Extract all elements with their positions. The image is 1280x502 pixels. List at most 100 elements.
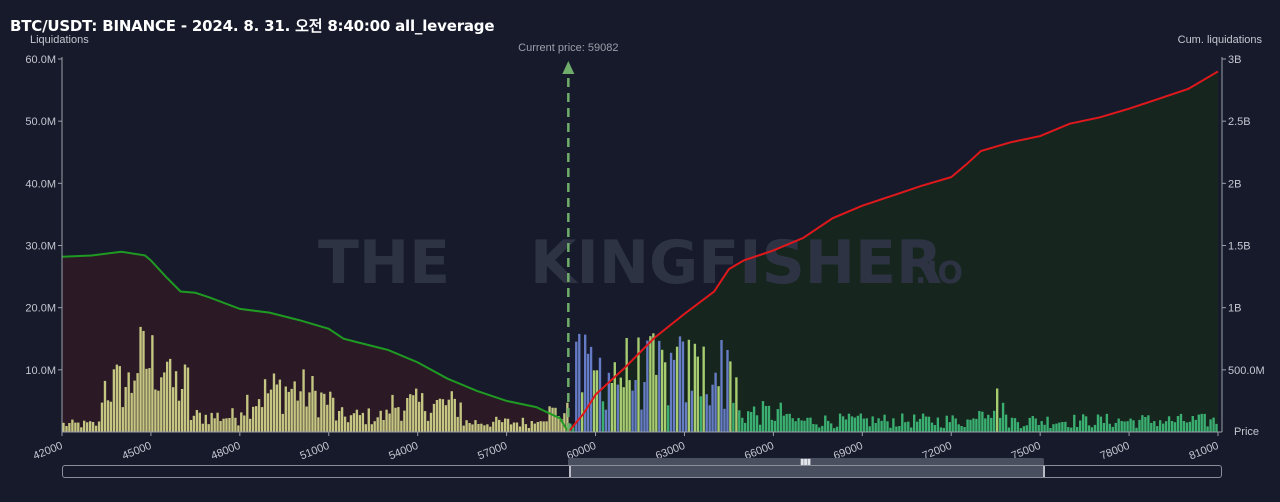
liquidation-bar xyxy=(678,336,682,432)
scroller-grip-icon[interactable]: ▮▮▮ xyxy=(800,457,811,466)
scroller-thumb[interactable] xyxy=(569,466,1045,477)
liquidation-bar xyxy=(210,412,213,432)
liquidation-bar xyxy=(115,364,119,432)
liquidation-bar xyxy=(1182,421,1186,432)
liquidation-bar xyxy=(658,340,661,432)
liquidation-bar xyxy=(572,426,575,432)
liquidation-bar xyxy=(779,402,782,432)
liquidation-bar xyxy=(930,422,934,432)
liquidation-bar xyxy=(133,380,136,432)
liquidation-bar xyxy=(996,388,999,432)
liquidation-bar xyxy=(687,339,691,432)
liquidation-bar xyxy=(607,372,611,432)
liquidation-bar xyxy=(498,419,501,432)
liquidation-bar xyxy=(1064,421,1067,432)
liquidation-bar xyxy=(1037,425,1040,432)
liquidation-bar xyxy=(106,400,110,432)
liquidation-bar xyxy=(664,362,667,432)
liquidation-bar xyxy=(1028,417,1031,432)
long-side-area xyxy=(568,71,1218,433)
liquidation-bar xyxy=(418,401,421,432)
liquidation-bar xyxy=(480,423,483,432)
liquidation-bar xyxy=(1120,421,1123,432)
liquidation-bar xyxy=(1084,416,1088,432)
liquidation-bar xyxy=(827,420,830,432)
liquidation-bar xyxy=(501,422,504,432)
y2-tick-label: 1.5B xyxy=(1228,241,1251,253)
liquidation-bar xyxy=(1022,426,1026,432)
range-scroller[interactable] xyxy=(62,465,1222,478)
liquidation-bar xyxy=(234,417,237,432)
liquidation-bar xyxy=(216,412,219,432)
current-price-label: Current price: 59082 xyxy=(518,42,618,54)
liquidation-bar xyxy=(504,418,507,432)
liquidation-bar xyxy=(841,416,845,432)
liquidation-bar xyxy=(299,391,302,432)
liquidation-bar xyxy=(581,392,584,432)
y2-tick-label: 2B xyxy=(1228,178,1241,190)
liquidation-bar xyxy=(669,352,673,432)
liquidation-bar xyxy=(744,422,747,432)
liquidation-bar xyxy=(824,415,827,432)
liquidation-bar xyxy=(1010,417,1014,432)
liquidation-bar xyxy=(257,399,261,432)
liquidation-bar xyxy=(898,426,901,432)
liquidation-bar xyxy=(693,343,697,432)
liquidation-bar xyxy=(468,423,471,432)
liquidation-bar xyxy=(545,421,548,432)
liquidation-bar xyxy=(557,416,560,432)
y-tick-label: 60.0M xyxy=(25,54,56,66)
liquidation-bar xyxy=(1082,414,1085,432)
liquidation-bar xyxy=(1200,413,1203,432)
liquidation-bar xyxy=(667,405,670,432)
liquidation-bar xyxy=(773,420,777,432)
liquidation-bar xyxy=(782,415,785,432)
liquidation-bar xyxy=(533,423,536,432)
liquidation-bar xyxy=(1147,415,1150,432)
liquidation-bar xyxy=(1212,417,1215,432)
liquidation-bar xyxy=(1102,423,1106,432)
liquidation-bar xyxy=(729,361,732,432)
liquidation-bar xyxy=(474,420,477,432)
liquidation-bar xyxy=(856,415,860,432)
liquidation-bar xyxy=(601,401,605,432)
liquidation-bar xyxy=(231,408,234,432)
liquidation-bar xyxy=(124,387,127,432)
liquidation-bar xyxy=(584,334,587,432)
liquidation-bar xyxy=(1067,427,1070,432)
liquidation-bar xyxy=(628,380,631,432)
liquidation-bar xyxy=(874,423,877,432)
liquidation-bar xyxy=(1156,426,1159,432)
liquidation-bar xyxy=(924,416,928,432)
liquidation-bar xyxy=(74,422,77,432)
liquidation-bar xyxy=(610,383,614,432)
liquidation-bar xyxy=(1052,424,1055,432)
liquidation-bar xyxy=(815,424,818,432)
x-tick-label: 81000 xyxy=(1188,440,1221,463)
liquidation-bar xyxy=(835,426,839,432)
liquidation-bar xyxy=(619,377,622,432)
y-tick-label: 20.0M xyxy=(25,303,56,315)
liquidation-bar xyxy=(355,409,359,432)
liquidation-bar xyxy=(821,425,824,432)
liquidation-bar xyxy=(391,394,394,432)
liquidation-bar xyxy=(696,356,699,432)
liquidation-bar xyxy=(1034,418,1037,432)
liquidation-bar xyxy=(969,419,972,432)
liquidation-bar xyxy=(379,410,382,432)
liquidation-bar xyxy=(717,386,720,432)
liquidation-bar xyxy=(338,411,341,432)
liquidation-bar xyxy=(284,386,287,432)
liquidation-bar xyxy=(462,425,465,432)
x-tick-label: 57000 xyxy=(476,440,509,463)
liquidation-bar xyxy=(228,418,231,432)
liquidation-bar xyxy=(100,402,104,432)
liquidation-bar xyxy=(776,409,779,432)
liquidation-bar xyxy=(853,417,857,432)
liquidation-bar xyxy=(560,419,563,432)
liquidation-bar xyxy=(1031,416,1034,432)
scroller-thumb-tab[interactable] xyxy=(568,458,1044,465)
liquidation-bar xyxy=(918,418,922,432)
liquidation-bar xyxy=(240,412,243,432)
liquidation-bar xyxy=(272,373,276,432)
